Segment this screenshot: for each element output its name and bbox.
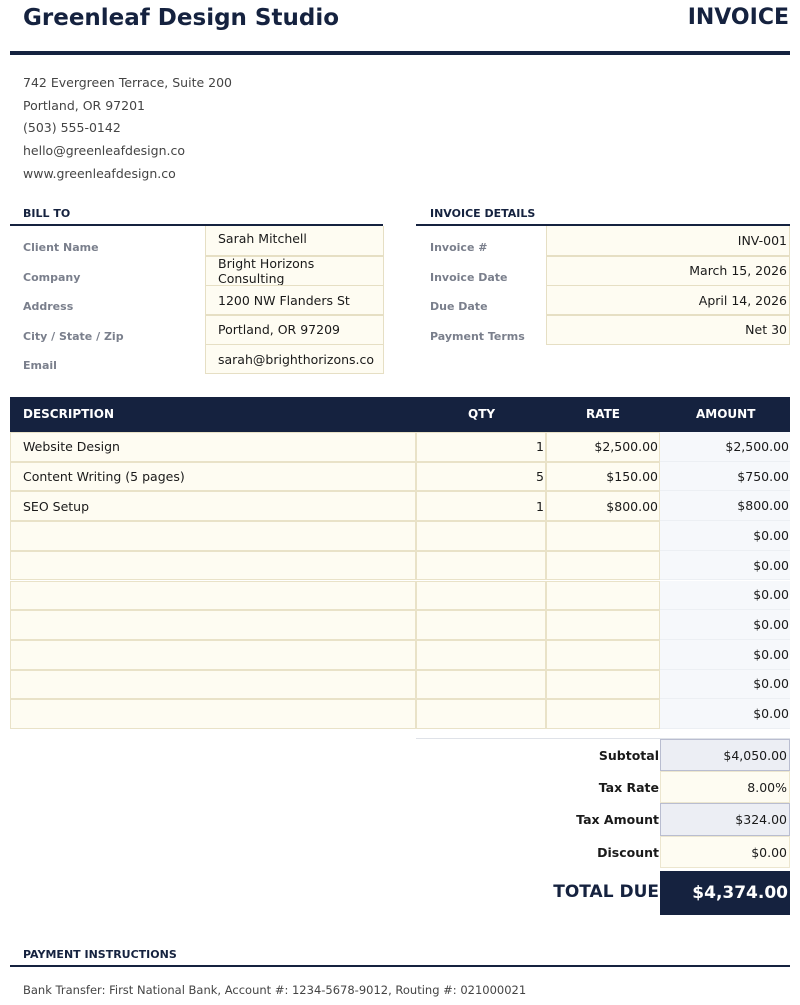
discount-label: Discount [597, 845, 659, 860]
col-rate: RATE [586, 407, 620, 421]
qty-cell[interactable]: 1 [416, 491, 546, 522]
bill-to-field[interactable]: Sarah Mitchell [205, 226, 384, 256]
table-row: $0.00 [10, 521, 790, 551]
amount-cell: $800.00 [660, 491, 790, 522]
amount-cell: $0.00 [660, 550, 790, 581]
description-cell[interactable] [10, 699, 416, 729]
rate-cell[interactable] [546, 580, 660, 611]
rate-cell[interactable] [546, 550, 660, 581]
bill-to-heading: BILL TO [23, 207, 71, 220]
amount-cell: $2,500.00 [660, 432, 790, 462]
invoice-details-field[interactable]: INV-001 [546, 226, 790, 256]
qty-cell[interactable] [416, 699, 546, 729]
discount-input[interactable]: $0.00 [660, 836, 790, 868]
subtotal-value: $4,050.00 [660, 739, 790, 771]
totals-divider [416, 738, 790, 739]
qty-cell[interactable] [416, 610, 546, 640]
invoice-details-field[interactable]: Net 30 [546, 314, 790, 345]
amount-cell: $750.00 [660, 461, 790, 492]
description-cell[interactable] [10, 639, 416, 670]
invoice-details-divider [416, 224, 790, 226]
qty-cell[interactable] [416, 580, 546, 611]
col-amount: AMOUNT [696, 407, 756, 421]
company-info-line: Portland, OR 97201 [23, 97, 145, 113]
rate-cell[interactable] [546, 699, 660, 729]
rate-cell[interactable]: $2,500.00 [546, 432, 660, 462]
bill-to-field[interactable]: Bright Horizons Consulting [205, 255, 384, 286]
rate-cell[interactable] [546, 610, 660, 640]
bill-to-label: Address [23, 300, 74, 314]
tax-amount-label: Tax Amount [576, 812, 659, 827]
bill-to-label: Company [23, 270, 81, 284]
table-row: $0.00 [10, 639, 790, 670]
invoice-details-field[interactable]: April 14, 2026 [546, 285, 790, 316]
tax-rate-label: Tax Rate [598, 780, 659, 795]
table-row: $0.00 [10, 669, 790, 700]
payment-heading: PAYMENT INSTRUCTIONS [23, 948, 177, 961]
company-info-line: 742 Evergreen Terrace, Suite 200 [23, 75, 232, 90]
table-row: $0.00 [10, 580, 790, 611]
amount-cell: $0.00 [660, 639, 790, 670]
description-cell[interactable] [10, 550, 416, 581]
tax-rate-input[interactable]: 8.00% [660, 771, 790, 803]
rate-cell[interactable]: $150.00 [546, 461, 660, 492]
qty-cell[interactable] [416, 550, 546, 581]
rate-cell[interactable] [546, 669, 660, 700]
description-cell[interactable]: SEO Setup [10, 491, 416, 522]
description-cell[interactable] [10, 669, 416, 700]
invoice-details-field[interactable]: March 15, 2026 [546, 255, 790, 286]
qty-cell[interactable] [416, 669, 546, 700]
company-info-line: (503) 555-0142 [23, 120, 121, 136]
bill-to-label: City / State / Zip [23, 329, 124, 343]
col-qty: QTY [468, 407, 496, 421]
description-cell[interactable] [10, 610, 416, 640]
amount-cell: $0.00 [660, 521, 790, 551]
col-description: DESCRIPTION [23, 407, 115, 421]
qty-cell[interactable] [416, 521, 546, 551]
invoice-title: INVOICE [687, 5, 789, 30]
table-row: SEO Setup 1 $800.00 $800.00 [10, 491, 790, 522]
table-row: $0.00 [10, 550, 790, 581]
bill-to-field[interactable]: 1200 NW Flanders St [205, 285, 384, 316]
invoice-details-label: Payment Terms [430, 329, 525, 343]
invoice-details-label: Invoice Date [430, 270, 508, 284]
total-due-label: TOTAL DUE [553, 882, 659, 902]
payment-text: Bank Transfer: First National Bank, Acco… [23, 983, 527, 997]
company-info-line: hello@greenleafdesign.co [23, 143, 185, 159]
amount-cell: $0.00 [660, 610, 790, 640]
tax-amount-value: $324.00 [660, 803, 790, 836]
bill-to-field[interactable]: sarah@brighthorizons.co [205, 344, 384, 375]
amount-cell: $0.00 [660, 669, 790, 700]
amount-cell: $0.00 [660, 580, 790, 611]
company-info-line: www.greenleafdesign.co [23, 165, 176, 181]
bill-to-label: Email [23, 359, 57, 373]
qty-cell[interactable]: 1 [416, 432, 546, 462]
bill-to-divider [10, 224, 383, 226]
company-name: Greenleaf Design Studio [23, 5, 340, 31]
rate-cell[interactable] [546, 521, 660, 551]
total-due-value: $4,374.00 [660, 871, 790, 915]
qty-cell[interactable]: 5 [416, 461, 546, 492]
line-items-header: DESCRIPTION QTY RATE AMOUNT [10, 397, 790, 432]
payment-divider [10, 965, 790, 967]
rate-cell[interactable]: $800.00 [546, 491, 660, 522]
description-cell[interactable]: Content Writing (5 pages) [10, 461, 416, 492]
amount-cell: $0.00 [660, 699, 790, 729]
description-cell[interactable]: Website Design [10, 432, 416, 462]
table-row: Content Writing (5 pages) 5 $150.00 $750.00 [10, 461, 790, 492]
subtotal-label: Subtotal [598, 748, 659, 763]
invoice-details-label: Due Date [430, 300, 488, 314]
header-divider [10, 51, 790, 55]
invoice-details-heading: INVOICE DETAILS [430, 207, 536, 220]
bill-to-field[interactable]: Portland, OR 97209 [205, 314, 384, 345]
table-row: $0.00 [10, 699, 790, 729]
invoice-details-label: Invoice # [430, 241, 488, 254]
qty-cell[interactable] [416, 639, 546, 670]
bill-to-label: Client Name [23, 241, 99, 254]
rate-cell[interactable] [546, 639, 660, 670]
table-row: $0.00 [10, 610, 790, 640]
description-cell[interactable] [10, 580, 416, 611]
description-cell[interactable] [10, 521, 416, 551]
table-row: Website Design 1 $2,500.00 $2,500.00 [10, 432, 790, 462]
